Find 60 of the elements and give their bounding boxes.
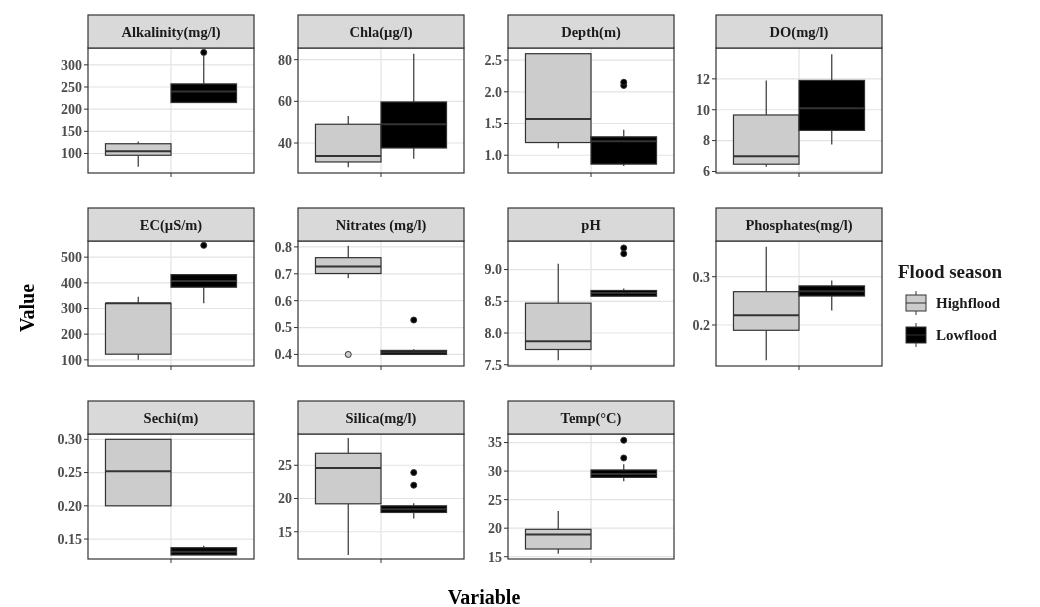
y-tick-label: 0.4 <box>274 347 292 363</box>
chart-title: pH <box>581 216 602 233</box>
y-tick-label: 1.5 <box>484 116 502 132</box>
y-tick-label: 300 <box>61 301 82 317</box>
y-tick-label: 100 <box>61 146 82 162</box>
y-tick-label: 1.0 <box>484 148 502 164</box>
y-tick-label: 10 <box>696 102 710 118</box>
legend-label: Lowflood <box>936 327 998 343</box>
y-tick-label: 30 <box>488 464 502 479</box>
y-tick-label: 150 <box>61 124 82 140</box>
y-tick-label: 60 <box>278 94 292 110</box>
y-tick-label: 0.8 <box>274 239 292 255</box>
y-tick-label: 2.0 <box>484 84 502 100</box>
y-tick-label: 9.0 <box>484 262 502 278</box>
y-tick-label: 8.5 <box>484 294 502 310</box>
y-tick-label: 8.0 <box>484 325 502 341</box>
y-tick-label: 0.6 <box>274 293 292 309</box>
y-tick-label: 250 <box>61 79 82 95</box>
chart-title: Chla(µg/l) <box>349 23 413 41</box>
y-tick-label: 0.2 <box>692 317 710 333</box>
y-tick-label: 100 <box>61 352 82 368</box>
y-tick-label: 400 <box>61 275 82 291</box>
y-tick-label: 0.25 <box>57 465 82 481</box>
y-tick-label: 200 <box>61 102 82 118</box>
y-tick-label: 6 <box>703 164 710 180</box>
y-tick-label: 0.7 <box>274 266 292 282</box>
chart-title: DO(mg/l) <box>769 23 829 41</box>
y-tick-label: 0.20 <box>57 498 82 514</box>
y-tick-label: 2.5 <box>484 52 502 68</box>
y-tick-label: 7.5 <box>484 357 502 373</box>
y-tick-label: 20 <box>488 521 502 537</box>
y-tick-label: 0.15 <box>57 531 82 547</box>
chart-title: Phosphates(mg/l) <box>745 216 853 234</box>
chart-title: Nitrates (mg/l) <box>335 216 427 234</box>
y-tick-label: 80 <box>278 52 292 68</box>
y-axis-title: Value <box>16 283 38 333</box>
y-tick-label: 15 <box>278 524 292 540</box>
chart-title: EC(µS/m) <box>139 216 203 234</box>
y-tick-label: 0.30 <box>57 432 82 448</box>
chart-title: Depth(m) <box>561 23 621 41</box>
y-tick-label: 8 <box>703 133 710 149</box>
y-tick-label: 0.5 <box>274 320 292 336</box>
chart-title: Silica(mg/l) <box>345 409 417 427</box>
chart-title: Alkalinity(mg/l) <box>121 23 221 41</box>
y-tick-label: 20 <box>278 491 292 507</box>
y-tick-label: 25 <box>488 492 502 508</box>
y-tick-label: 12 <box>696 71 710 87</box>
y-tick-label: 35 <box>488 435 502 451</box>
chart-title: Sechi(m) <box>143 409 199 427</box>
y-tick-label: 40 <box>278 135 292 151</box>
y-tick-label: 200 <box>61 327 82 343</box>
y-tick-label: 25 <box>278 458 292 474</box>
x-axis-title: Variable <box>447 586 521 607</box>
legend-title: Flood season <box>898 261 1003 282</box>
y-tick-label: 300 <box>61 57 82 73</box>
y-tick-label: 15 <box>488 549 502 565</box>
y-tick-label: 500 <box>61 250 82 266</box>
y-tick-label: 0.3 <box>692 269 710 285</box>
legend-label: Highflood <box>936 295 1001 311</box>
chart-title: Temp(°C) <box>560 409 622 427</box>
